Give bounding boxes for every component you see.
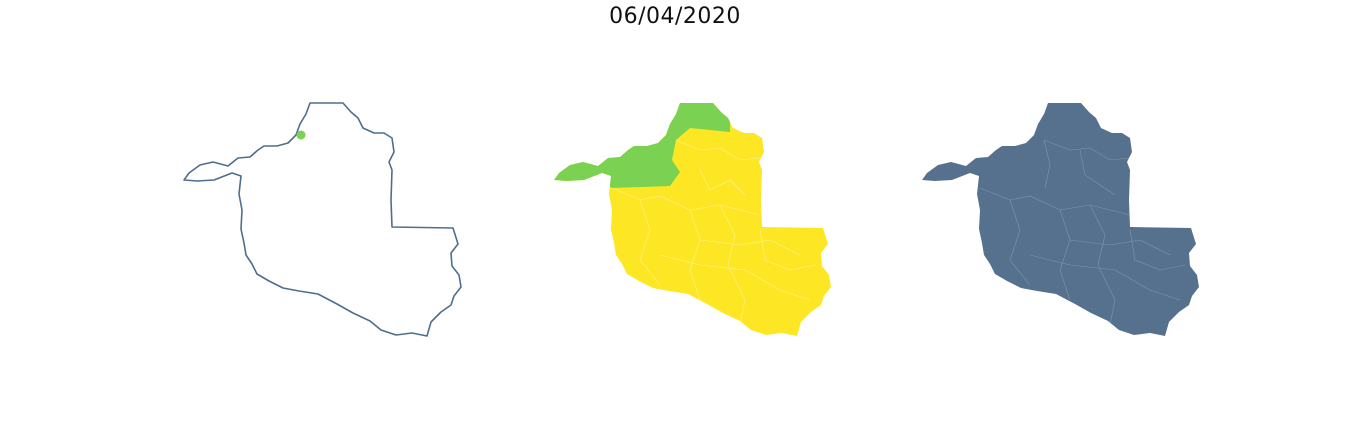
- figure-title: 06/04/2020: [609, 4, 741, 29]
- state-fill-yellow: [554, 103, 831, 336]
- map-single-category: [922, 103, 1199, 336]
- municipality-point: [296, 130, 306, 140]
- state-fill-blue: [922, 103, 1199, 336]
- map-two-category: [554, 103, 831, 336]
- state-outline: [183, 102, 462, 337]
- municipal-borders-yellow: [611, 139, 816, 326]
- map-outline: [183, 102, 462, 337]
- municipal-borders-blue: [979, 139, 1186, 326]
